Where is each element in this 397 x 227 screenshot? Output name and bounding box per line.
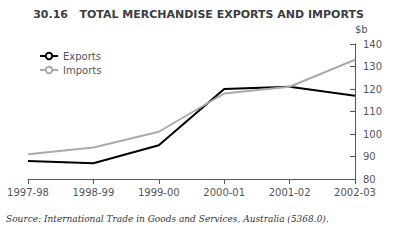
svg-text:Exports: Exports (63, 51, 101, 62)
svg-text:80: 80 (363, 174, 376, 185)
svg-text:Imports: Imports (63, 65, 101, 76)
svg-text:30.16 TOTAL MERCHANDISE EXPO: 30.16 TOTAL MERCHANDISE EXPORTS AND IMPO… (33, 8, 364, 21)
svg-text:1998-99: 1998-99 (73, 187, 115, 198)
svg-text:100: 100 (363, 129, 382, 140)
svg-text:2000-01: 2000-01 (203, 187, 245, 198)
svg-text:2001-02: 2001-02 (269, 187, 311, 198)
svg-text:120: 120 (363, 84, 382, 95)
svg-text:140: 140 (363, 39, 382, 50)
svg-text:90: 90 (363, 151, 376, 162)
svg-text:1999-00: 1999-00 (138, 187, 180, 198)
svg-text:2002-03: 2002-03 (334, 187, 376, 198)
svg-text:$b: $b (355, 24, 368, 35)
svg-text:1997-98: 1997-98 (7, 187, 49, 198)
svg-text:Source: International Trade in: Source: International Trade in Goods and… (6, 214, 329, 224)
svg-text:110: 110 (363, 106, 382, 117)
svg-text:130: 130 (363, 61, 382, 72)
